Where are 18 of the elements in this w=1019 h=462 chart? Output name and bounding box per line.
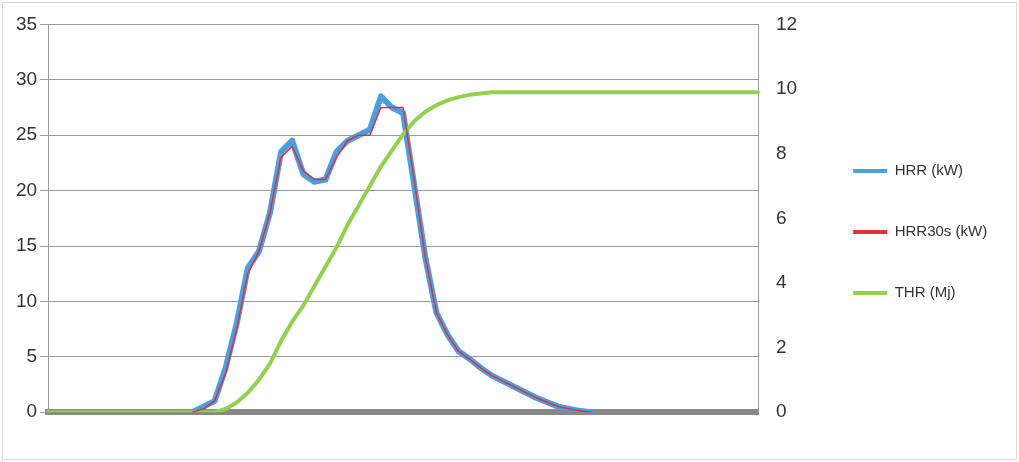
- y-tick-label: 10: [15, 289, 38, 311]
- y2-tick-label: 0: [776, 400, 787, 422]
- y-tick-label: 5: [26, 345, 38, 367]
- y2-tick-label: 12: [776, 12, 798, 34]
- y-tick-label: 0: [26, 400, 38, 422]
- y-tick-label: 25: [15, 123, 38, 145]
- y2-tick-label: 4: [776, 271, 788, 293]
- y2-tick-label: 2: [776, 335, 787, 357]
- y-tick-label: 35: [15, 12, 38, 34]
- y2-tick-label: 8: [776, 141, 787, 163]
- y2-tick-label: 10: [776, 77, 798, 99]
- y2-tick-label: 6: [776, 206, 787, 228]
- legend-label: THR (Mj): [894, 283, 956, 301]
- y-tick-label: 20: [15, 178, 38, 200]
- y-tick-label: 30: [15, 68, 38, 90]
- legend-label: HRR (kW): [894, 161, 963, 179]
- y-tick-label: 15: [15, 234, 38, 256]
- legend-label: HRR30s (kW): [894, 222, 988, 240]
